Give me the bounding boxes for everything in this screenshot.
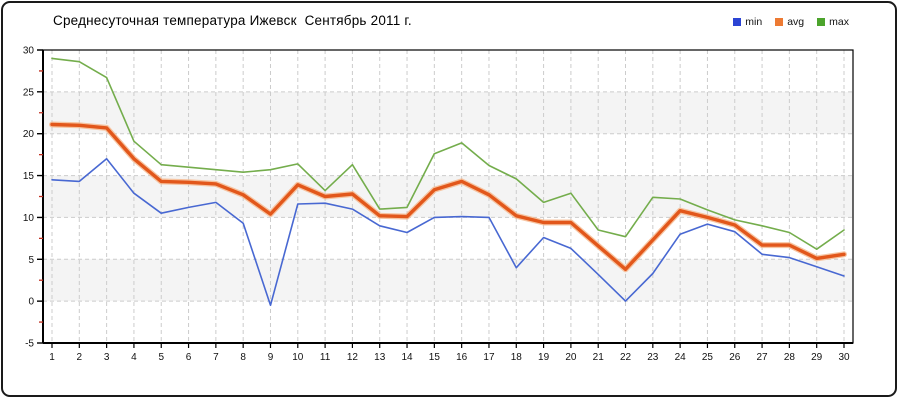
- x-tick-label: 26: [729, 352, 741, 363]
- x-tick-label: 23: [647, 352, 659, 363]
- y-tick-label: -5: [25, 339, 34, 350]
- x-tick-label: 8: [240, 352, 246, 363]
- x-tick-label: 16: [456, 352, 468, 363]
- series-line-max: [51, 57, 845, 250]
- x-tick-label: 24: [675, 352, 687, 363]
- x-tick-label: 19: [538, 352, 550, 363]
- x-tick-label: 22: [620, 352, 632, 363]
- x-tick-label: 3: [104, 352, 110, 363]
- series-line-min: [51, 158, 845, 307]
- y-tick-label: 0: [28, 297, 34, 308]
- x-tick-label: 30: [838, 352, 850, 363]
- x-tick-label: 5: [158, 352, 164, 363]
- x-tick-label: 2: [77, 352, 83, 363]
- chart-title: Среднесуточная температура Ижевск Сентяб…: [53, 13, 412, 28]
- y-tick-label: 15: [23, 171, 35, 182]
- y-tick-label: 20: [23, 129, 35, 140]
- legend-item-max: max: [817, 16, 849, 28]
- x-tick-label: 13: [374, 352, 386, 363]
- x-tick-label: 1: [49, 352, 55, 363]
- y-tick-label: 30: [23, 46, 35, 57]
- x-tick-label: 10: [292, 352, 304, 363]
- plot-band: [43, 259, 853, 302]
- legend-label-avg: avg: [787, 16, 805, 28]
- x-tick-label: 27: [757, 352, 769, 363]
- legend-label-max: max: [829, 16, 849, 28]
- x-tick-label: 6: [186, 352, 192, 363]
- x-tick-label: 7: [213, 352, 219, 363]
- y-tick-label: 10: [23, 213, 35, 224]
- chart-legend: min avg max: [733, 16, 849, 28]
- x-tick-label: 21: [593, 352, 605, 363]
- plot-band: [43, 91, 853, 134]
- x-tick-label: 9: [268, 352, 274, 363]
- x-tick-label: 15: [429, 352, 441, 363]
- x-tick-label: 28: [784, 352, 796, 363]
- x-tick-label: 17: [483, 352, 495, 363]
- x-tick-label: 29: [811, 352, 823, 363]
- y-tick-label: 5: [28, 255, 34, 266]
- x-tick-label: 25: [702, 352, 714, 363]
- avg-series-swatch: [775, 18, 784, 26]
- y-tick-label: 25: [23, 87, 35, 98]
- x-tick-label: 18: [511, 352, 523, 363]
- series-line-avg: [50, 122, 846, 271]
- x-tick-label: 20: [565, 352, 577, 363]
- min-series-swatch: [733, 18, 742, 26]
- legend-item-min: min: [733, 16, 762, 28]
- x-tick-label: 12: [347, 352, 359, 363]
- x-tick-label: 14: [401, 352, 413, 363]
- x-tick-label: 4: [131, 352, 137, 363]
- legend-item-avg: avg: [775, 16, 804, 28]
- legend-label-min: min: [745, 16, 763, 28]
- max-series-swatch: [817, 18, 826, 26]
- x-tick-label: 11: [320, 352, 331, 363]
